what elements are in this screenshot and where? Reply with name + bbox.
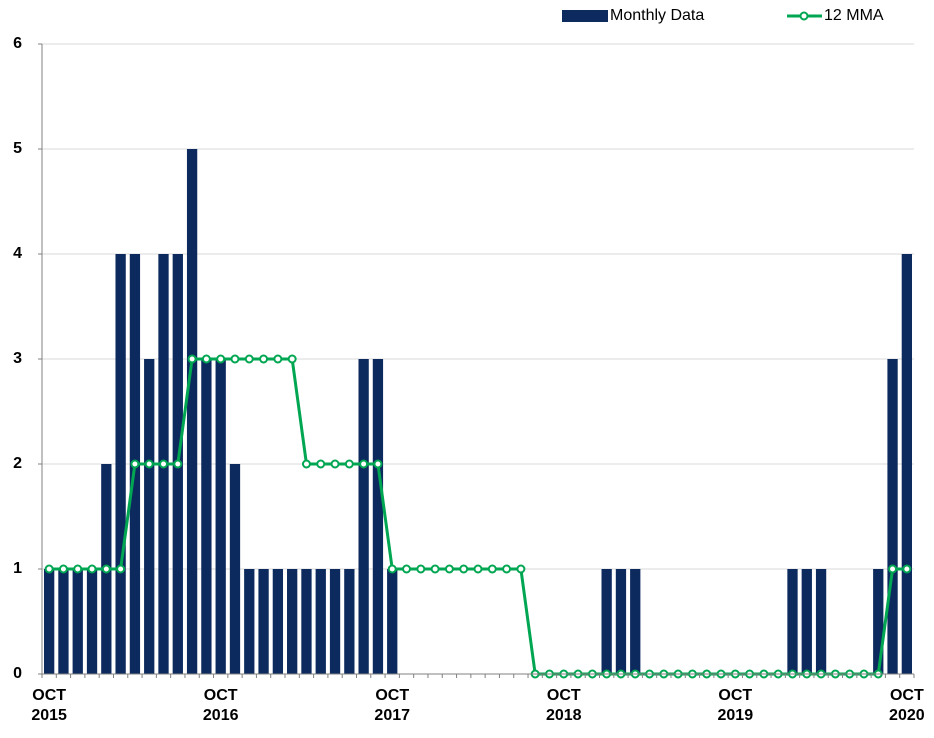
line-marker — [487, 564, 497, 574]
bar — [344, 569, 355, 674]
bar — [358, 359, 369, 674]
x-tick-label: OCT 2016 — [202, 687, 239, 724]
line-marker — [502, 564, 512, 574]
y-tick-label: 0 — [13, 665, 22, 682]
line-marker — [87, 564, 97, 574]
bar — [873, 569, 884, 674]
line-marker — [44, 564, 54, 574]
bar — [215, 359, 226, 674]
bar — [801, 569, 812, 674]
bar — [201, 359, 212, 674]
bar — [887, 359, 898, 674]
bar — [115, 254, 126, 674]
line-marker — [387, 564, 397, 574]
bar — [329, 569, 341, 674]
x-tick-label: OCT 2019 — [717, 687, 754, 724]
bar — [186, 149, 198, 674]
line-marker — [402, 564, 412, 574]
line-marker — [230, 354, 240, 364]
x-tick-label: OCT 2017 — [374, 687, 411, 724]
y-tick-label: 1 — [13, 560, 22, 577]
line-marker — [144, 459, 154, 469]
line-marker — [259, 354, 269, 364]
legend-label: Monthly Data — [610, 7, 704, 24]
legend-swatch — [562, 10, 608, 22]
y-tick-label: 6 — [13, 35, 22, 52]
bar — [815, 569, 827, 674]
line-marker — [373, 459, 383, 469]
line-marker — [473, 564, 483, 574]
line-marker — [173, 459, 183, 469]
x-tick-label: OCT 2015 — [31, 687, 67, 724]
line-marker — [459, 564, 469, 574]
bar — [372, 359, 384, 674]
line-marker — [216, 354, 226, 364]
y-tick-label: 2 — [13, 455, 22, 472]
line-marker — [330, 459, 340, 469]
line-marker — [101, 564, 111, 574]
bar — [86, 569, 98, 674]
line-marker — [244, 354, 254, 364]
bar — [901, 254, 912, 674]
bar — [787, 569, 798, 674]
y-tick-label: 3 — [13, 350, 22, 367]
legend-label: 12 MMA — [824, 7, 884, 24]
line-marker — [344, 459, 354, 469]
line-marker — [430, 564, 440, 574]
line-marker — [58, 564, 68, 574]
line-marker — [273, 354, 283, 364]
line-marker — [287, 354, 297, 364]
bar — [144, 359, 155, 674]
bar — [387, 569, 398, 674]
line-marker — [444, 564, 454, 574]
bar — [601, 569, 612, 674]
line-marker — [359, 459, 369, 469]
x-tick-label: OCT 2020 — [889, 687, 925, 724]
line-marker — [130, 459, 140, 469]
bar — [58, 569, 69, 674]
line-marker — [187, 354, 197, 364]
bar — [229, 464, 241, 674]
bar — [44, 569, 55, 674]
line-marker — [416, 564, 426, 574]
line-marker — [201, 354, 211, 364]
y-tick-label: 4 — [13, 245, 22, 262]
bar — [315, 569, 326, 674]
bar — [301, 569, 312, 674]
line-marker — [301, 459, 311, 469]
bar — [244, 569, 255, 674]
bar — [615, 569, 627, 674]
legend-marker — [799, 11, 809, 21]
bar — [630, 569, 641, 674]
bar — [72, 569, 83, 674]
y-tick-label: 5 — [13, 140, 22, 157]
bar — [258, 569, 269, 674]
line-marker — [516, 564, 526, 574]
line-marker — [116, 564, 126, 574]
line-marker — [902, 564, 912, 574]
line-marker — [73, 564, 83, 574]
line-marker — [888, 564, 898, 574]
line-marker — [316, 459, 326, 469]
line-marker — [159, 459, 169, 469]
x-tick-label: OCT 2018 — [545, 687, 582, 724]
bar — [287, 569, 298, 674]
bar — [272, 569, 284, 674]
